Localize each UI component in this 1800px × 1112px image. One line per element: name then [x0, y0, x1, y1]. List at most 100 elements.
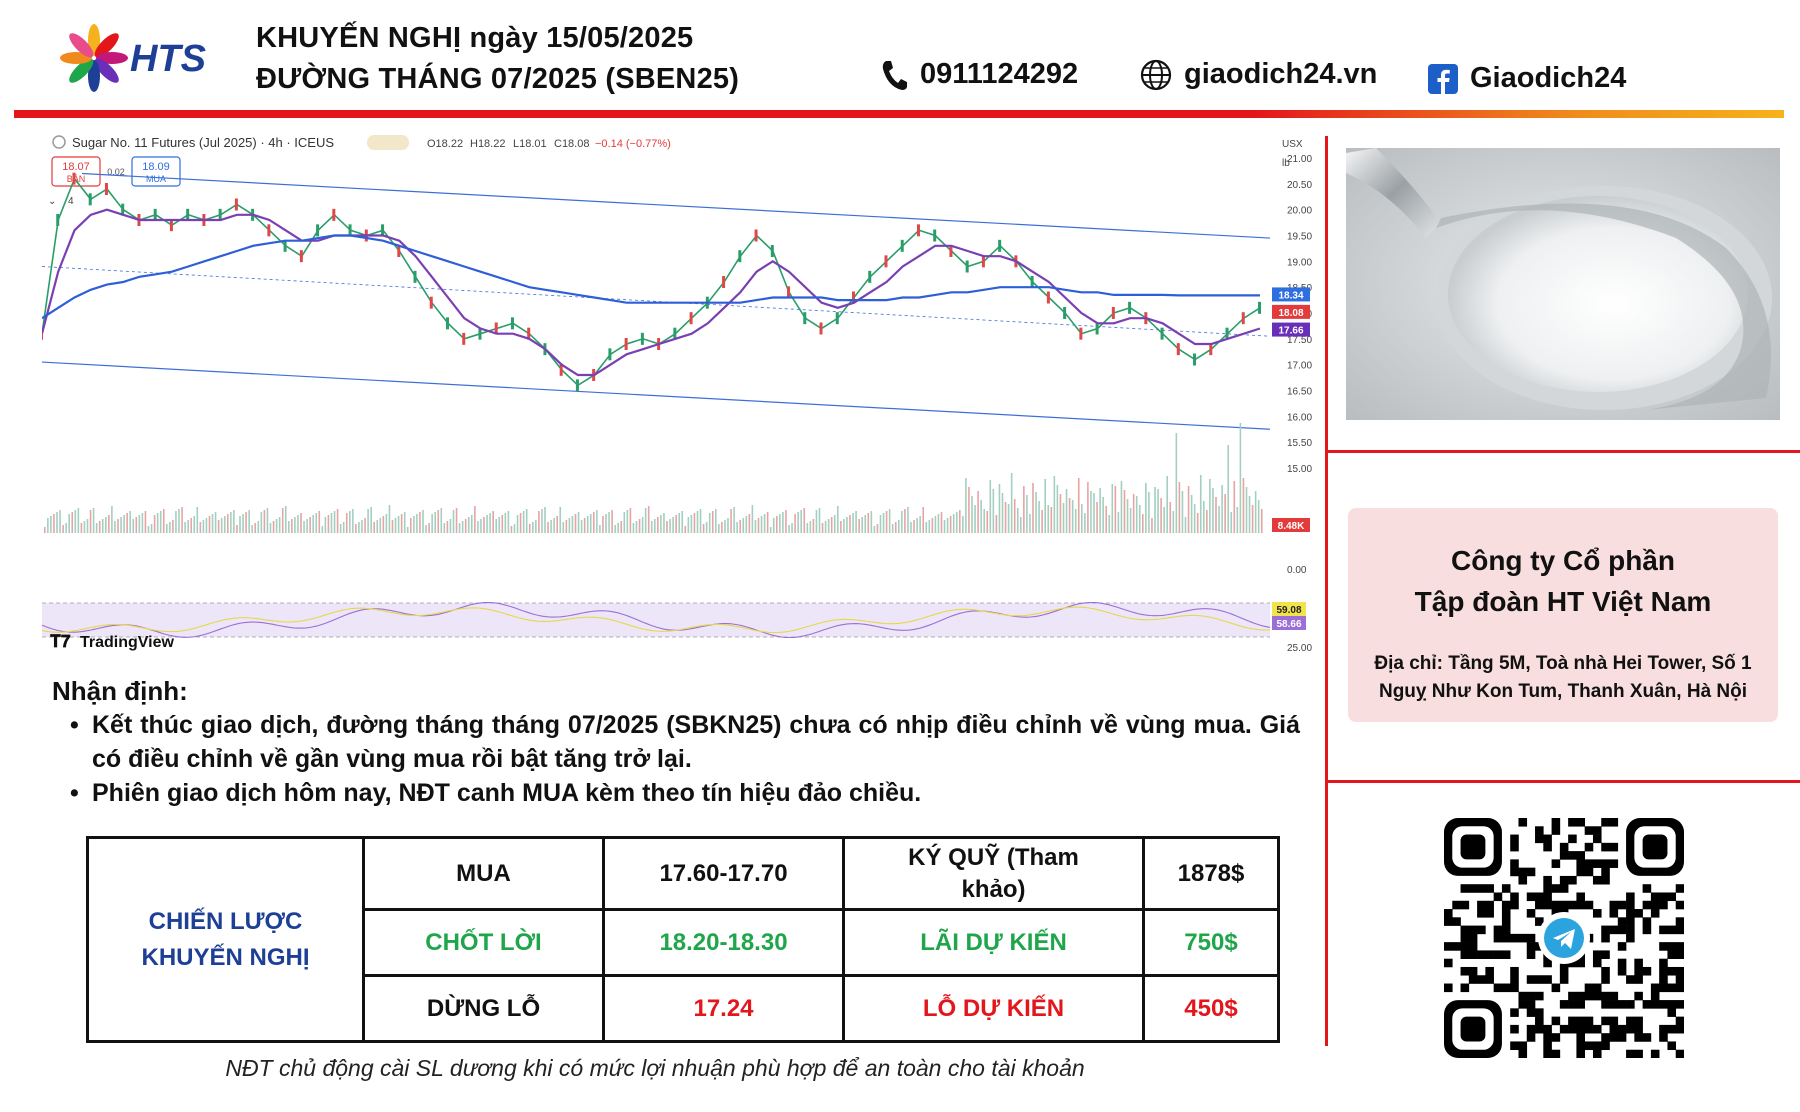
qr-module [1634, 991, 1643, 1001]
price-candle [803, 312, 807, 325]
qr-module [1601, 975, 1610, 984]
qr-module [1634, 1016, 1643, 1026]
volume-bar [657, 517, 659, 533]
qr-module [1650, 1049, 1660, 1059]
qr-module [1659, 900, 1668, 910]
volume-bar [821, 523, 824, 533]
facebook-link[interactable]: Giaodich24 [1428, 62, 1626, 95]
qr-module [1659, 1033, 1668, 1042]
buy-label: MUA [146, 174, 166, 184]
rsi-label: 59.08 [1276, 605, 1301, 616]
volume-bar [690, 515, 693, 533]
qr-module [1659, 975, 1668, 984]
volume-bar [1157, 489, 1159, 533]
website-url: giaodich24.vn [1184, 58, 1378, 90]
qr-module [1584, 991, 1594, 1001]
volume-bar [1029, 514, 1031, 533]
strategy-table: CHIẾN LƯỢC KHUYẾN NGHỊ MUA 17.60-17.70 K… [86, 836, 1280, 1043]
column-divider [1325, 136, 1328, 1046]
price-candle [429, 296, 433, 309]
qr-module [1675, 1000, 1685, 1009]
price-candle [640, 332, 644, 345]
qr-module [1468, 966, 1478, 976]
price-candle [770, 245, 774, 257]
price-candle [835, 312, 839, 325]
qr-module [1659, 966, 1668, 976]
price-chart[interactable]: Sugar No. 11 Futures (Jul 2025) · 4h · I… [40, 130, 1322, 660]
volume-bar [1032, 483, 1034, 533]
volume-bar [797, 512, 799, 533]
title-line2: ĐƯỜNG THÁNG 07/2025 (SBEN25) [256, 63, 740, 95]
volume-bar [785, 510, 787, 533]
volume-bar [95, 523, 98, 533]
volume-bar [550, 520, 552, 533]
qr-module [1675, 900, 1685, 910]
volume-bar [59, 510, 61, 533]
volume-bar [791, 523, 793, 533]
qr-module [1551, 818, 1561, 827]
volume-bar [92, 508, 95, 533]
qr-module [1510, 1041, 1519, 1051]
volume-bar [861, 517, 863, 533]
volume-bar [766, 512, 769, 533]
volume-bar [1138, 505, 1141, 533]
volume-bar [288, 521, 290, 533]
volume-bar [425, 525, 427, 533]
qr-module [1568, 958, 1577, 968]
price-candle [819, 322, 823, 335]
volume-bar [318, 511, 321, 533]
volume-bar [251, 525, 253, 533]
volume-bar [477, 521, 479, 533]
qr-module [1468, 884, 1478, 893]
volume-bar [681, 511, 684, 533]
rsi-labels: 59.08 58.66 [1272, 602, 1306, 630]
qr-module [1501, 884, 1511, 893]
price-candle [1225, 327, 1229, 340]
volume-bar [495, 519, 497, 533]
qr-module [1559, 1024, 1569, 1034]
qr-module [1518, 818, 1528, 827]
qr-module [1617, 966, 1627, 976]
volume-bar [80, 523, 83, 533]
volume-bar [626, 510, 629, 533]
website-link[interactable]: giaodich24.vn [1140, 58, 1377, 91]
price-candle [1063, 307, 1067, 319]
buy-box[interactable]: 18.09 MUA [131, 156, 181, 187]
qr-module [1617, 900, 1627, 910]
qr-module [1634, 958, 1643, 968]
volume-bar [1004, 502, 1007, 533]
qr-module [1535, 917, 1544, 926]
qr-module [1568, 851, 1577, 860]
phone-contact[interactable]: 0911124292 [880, 58, 1078, 91]
price-candle [348, 224, 352, 237]
volume-bar [586, 516, 589, 533]
volume-bar [434, 512, 436, 533]
price-candle [998, 239, 1002, 252]
sell-box[interactable]: 18.07 BÁN [51, 156, 101, 187]
qr-module [1576, 859, 1585, 868]
volume-bar [391, 520, 394, 533]
unit-label: lb [1282, 158, 1290, 169]
qr-module [1535, 834, 1544, 844]
buy-value: 18.09 [142, 161, 170, 173]
volume-bar [364, 518, 366, 533]
qr-code[interactable] [1444, 818, 1685, 1059]
volume-bar [757, 518, 760, 533]
volume-bar [715, 509, 717, 533]
qr-module [1510, 983, 1519, 993]
volume-bar [1163, 507, 1165, 533]
volume-bar [803, 508, 806, 533]
y-tick-label: 20.00 [1287, 206, 1312, 217]
volume-bar [568, 518, 571, 533]
qr-module [1485, 975, 1494, 984]
volume-bar [467, 517, 470, 533]
volume-bar [1193, 504, 1196, 533]
qr-module [1576, 851, 1585, 860]
price-candle [186, 208, 190, 221]
volume-bar [272, 521, 275, 533]
qr-module [1576, 1016, 1585, 1026]
volume-bar [1254, 491, 1257, 533]
volume-bar [910, 522, 912, 533]
volume-bar [1251, 505, 1254, 533]
volume-bar [220, 518, 223, 533]
